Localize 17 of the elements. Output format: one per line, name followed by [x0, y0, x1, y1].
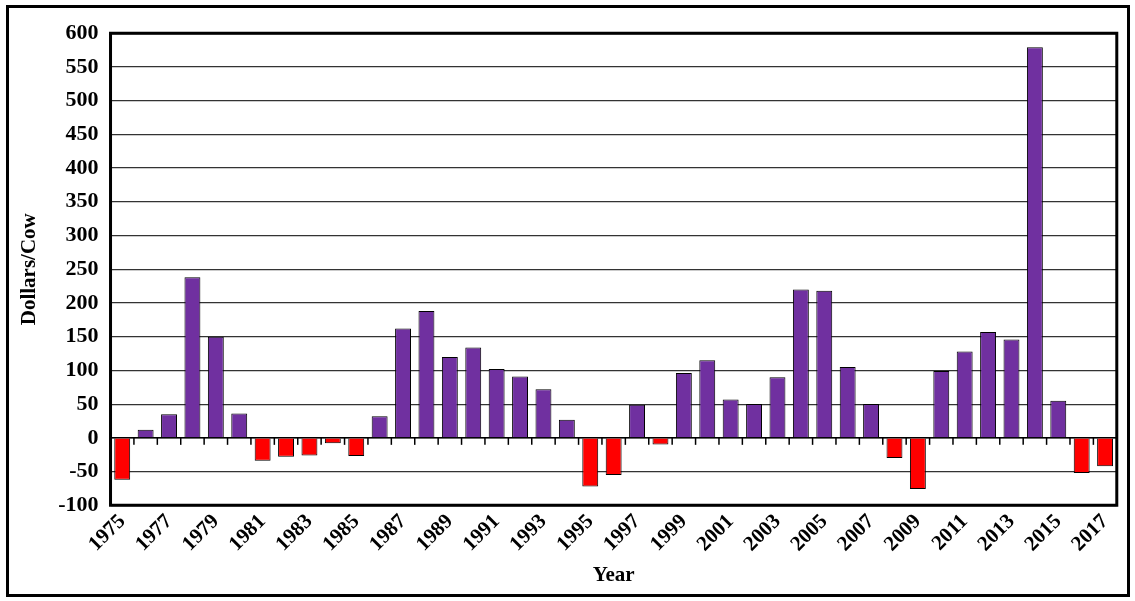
y-tick-label: 50: [76, 389, 99, 415]
y-tick-label: -50: [69, 457, 99, 483]
y-tick-label: 100: [65, 356, 99, 382]
y-axis-title: Dollars/Cow: [16, 212, 41, 326]
y-tick-label: 550: [65, 52, 99, 78]
y-tick-label: -100: [58, 490, 99, 516]
y-tick-label: 450: [65, 120, 99, 146]
y-tick-label: 600: [65, 18, 99, 44]
y-tick-label: 500: [65, 86, 99, 112]
x-axis-title: Year: [592, 561, 635, 586]
y-tick-label: 250: [65, 254, 99, 280]
y-tick-label: 350: [65, 187, 99, 213]
y-tick-label: 400: [65, 153, 99, 179]
y-tick-label: 0: [87, 423, 99, 449]
y-tick-label: 200: [65, 288, 99, 314]
y-tick-label: 150: [65, 322, 99, 348]
y-tick-label: 300: [65, 221, 99, 247]
